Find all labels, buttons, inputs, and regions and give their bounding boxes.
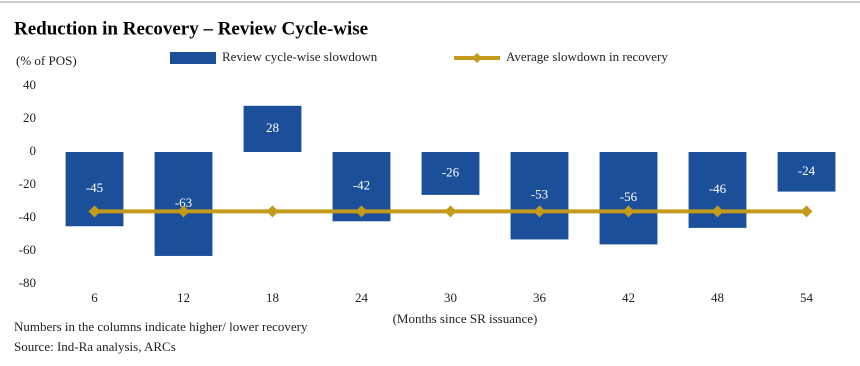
line-marker (444, 205, 457, 218)
legend-label: Average slowdown in recovery (506, 49, 668, 64)
y-tick-label: 0 (30, 143, 37, 158)
bar (243, 105, 302, 152)
legend-swatch (170, 52, 216, 64)
line-marker (622, 205, 635, 218)
bar (421, 152, 480, 195)
y-tick-label: -60 (19, 242, 36, 257)
value-label: -42 (353, 178, 370, 193)
y-axis-label: (% of POS) (16, 53, 77, 68)
value-label: -63 (175, 195, 192, 210)
y-tick-label: -80 (19, 275, 36, 290)
x-tick-label: 6 (91, 290, 98, 305)
value-label: -24 (798, 163, 816, 178)
y-tick-label: 40 (23, 77, 36, 92)
bar (599, 152, 658, 245)
value-label: 28 (266, 120, 279, 135)
value-label: -45 (86, 180, 103, 195)
x-tick-label: 36 (533, 290, 547, 305)
value-label: -53 (531, 187, 548, 202)
y-tick-label: 20 (23, 110, 36, 125)
x-tick-label: 18 (266, 290, 279, 305)
x-tick-label: 30 (444, 290, 457, 305)
bar (510, 152, 569, 240)
footnote: Source: Ind-Ra analysis, ARCs (14, 339, 176, 354)
legend-marker (472, 53, 482, 63)
y-tick-label: -40 (19, 209, 36, 224)
legend-label: Review cycle-wise slowdown (222, 49, 378, 64)
bar (154, 152, 213, 256)
y-tick-label: -20 (19, 176, 36, 191)
x-tick-label: 42 (622, 290, 635, 305)
x-tick-label: 48 (711, 290, 724, 305)
chart-title: Reduction in Recovery – Review Cycle-wis… (14, 18, 368, 39)
line-marker (800, 205, 813, 218)
line-marker (711, 205, 724, 218)
value-label: -56 (620, 189, 638, 204)
line-marker (177, 205, 190, 218)
x-axis-label: (Months since SR issuance) (393, 311, 538, 326)
line-marker (88, 205, 101, 218)
line-marker (533, 205, 546, 218)
bar (777, 152, 836, 192)
x-tick-label: 54 (800, 290, 814, 305)
footnote: Numbers in the columns indicate higher/ … (14, 319, 308, 334)
x-tick-label: 12 (177, 290, 190, 305)
value-label: -26 (442, 164, 460, 179)
line-marker (266, 205, 279, 218)
value-label: -46 (709, 181, 727, 196)
line-marker (355, 205, 368, 218)
x-tick-label: 24 (355, 290, 369, 305)
